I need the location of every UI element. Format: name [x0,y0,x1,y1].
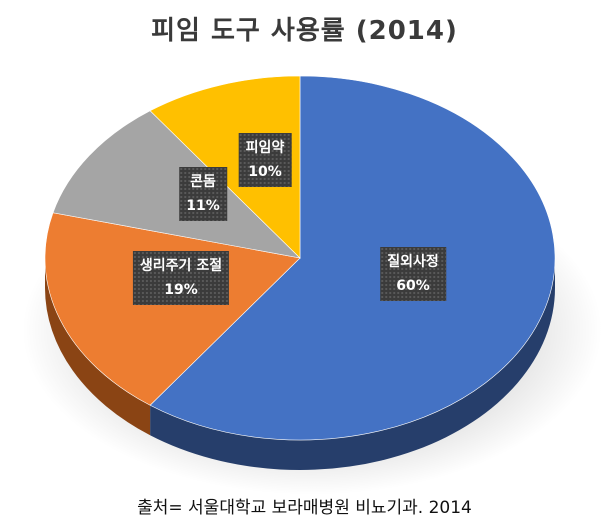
slice-value-label: 60% [396,278,430,294]
data-label-0: 질외사정 60% [380,247,446,301]
data-label-2: 콘돔 11% [179,167,227,221]
slice-2 [52,110,301,259]
slice-category-label: 콘돔 [190,174,216,190]
source-note: 출처= 서울대학교 보라매병원 비뇨기과. 2014 [137,498,472,518]
data-label-3: 피임약 10% [238,133,292,187]
slice-0 [149,75,556,441]
slice-category-label: 피임약 [245,140,285,156]
slice-value-label: 11% [186,198,220,214]
slice-category-label: 생리주기 조절 [139,258,223,274]
slice-value-label: 10% [248,164,282,180]
chart-title: 피임 도구 사용률 (2014) [151,16,458,46]
slice-category-label: 질외사정 [387,254,439,270]
slice-value-label: 19% [164,282,198,298]
slice-0-side [150,258,556,471]
slice-1 [44,212,301,406]
slice-1-side [44,258,151,436]
data-label-1: 생리주기 조절 19% [132,251,230,305]
